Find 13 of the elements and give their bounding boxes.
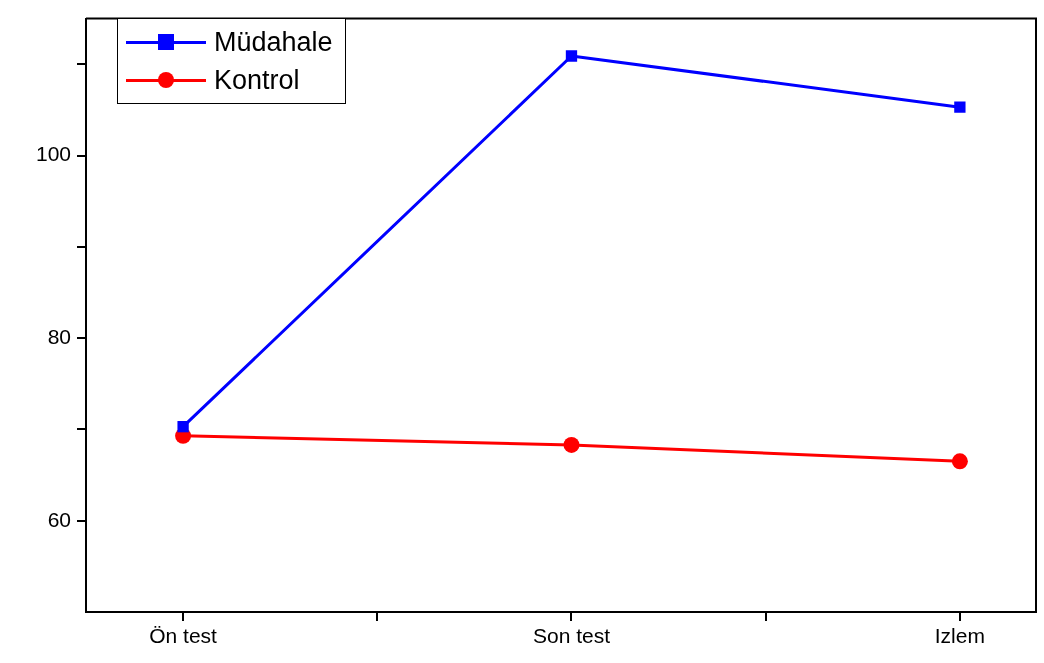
y-tick-label: 80 bbox=[47, 324, 71, 348]
legend-label: Müdahale bbox=[214, 26, 333, 59]
y-tick-label: 60 bbox=[47, 507, 71, 531]
point bbox=[565, 50, 578, 62]
x-tick-label: Ön test bbox=[149, 624, 218, 648]
point bbox=[563, 436, 580, 453]
legend-label: Kontrol bbox=[214, 64, 300, 97]
point bbox=[954, 101, 966, 113]
point bbox=[177, 421, 189, 433]
x-tick-label: Izlem bbox=[934, 624, 985, 648]
y-tick-label: 100 bbox=[35, 142, 71, 166]
point bbox=[951, 453, 968, 470]
x-tick-label: Son test bbox=[532, 624, 611, 648]
